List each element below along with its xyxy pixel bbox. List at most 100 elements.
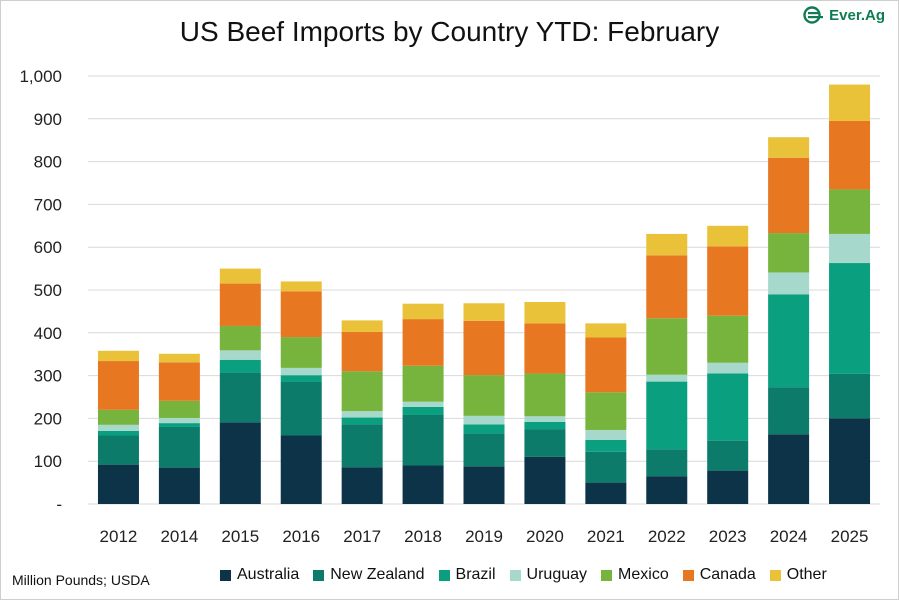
bar-segment-other xyxy=(646,233,688,256)
y-tick-label: 900 xyxy=(34,110,62,129)
legend-label: Canada xyxy=(699,566,756,583)
y-tick-label: 100 xyxy=(34,452,62,471)
bar-segment-brazil xyxy=(524,421,566,430)
brand-logo: Ever.Ag xyxy=(803,6,885,24)
legend-label: New Zealand xyxy=(330,566,425,583)
x-tick-label: 2019 xyxy=(465,527,503,546)
bar-segment-australia xyxy=(646,476,688,504)
bar-segment-new-zealand xyxy=(219,372,261,423)
legend-label: Mexico xyxy=(618,566,669,583)
bar-segment-uruguay xyxy=(707,362,749,374)
x-tick-label: 2020 xyxy=(526,527,564,546)
bar-segment-uruguay xyxy=(768,272,810,295)
bar-segment-australia xyxy=(707,470,749,504)
legend-item: Australia xyxy=(220,566,299,584)
legend-item: New Zealand xyxy=(313,566,425,584)
bar-segment-new-zealand xyxy=(402,414,444,466)
legend-item: Canada xyxy=(682,566,756,584)
legend-item: Uruguay xyxy=(509,566,587,584)
bar-segment-uruguay xyxy=(219,350,261,360)
bar-segment-canada xyxy=(585,337,627,393)
bar-segment-mexico xyxy=(402,365,444,402)
bar-segment-australia xyxy=(463,466,505,504)
bar-segment-other xyxy=(341,320,383,332)
source-note: Million Pounds; USDA xyxy=(12,572,150,588)
logo-icon xyxy=(803,6,824,24)
bar-segment-uruguay xyxy=(585,429,627,440)
bar-segment-brazil xyxy=(402,406,444,415)
bar-segment-mexico xyxy=(585,392,627,430)
legend-label: Other xyxy=(786,566,827,583)
legend-swatch xyxy=(220,569,231,581)
bar-segment-uruguay xyxy=(280,367,322,376)
y-tick-label: 1,000 xyxy=(19,67,62,86)
bar-segment-other xyxy=(707,225,749,247)
bar-segment-other xyxy=(463,303,505,321)
bar-segment-australia xyxy=(341,467,383,504)
bar-segment-other xyxy=(768,137,810,158)
bar-segment-canada xyxy=(707,246,749,316)
bar-segment-mexico xyxy=(158,400,200,418)
bar-segment-brazil xyxy=(585,439,627,452)
bar-segment-australia xyxy=(97,464,139,504)
bar-segment-other xyxy=(219,268,261,284)
x-tick-label: 2015 xyxy=(221,527,259,546)
bar-segment-other xyxy=(402,303,444,320)
bar-segment-canada xyxy=(829,120,871,190)
bar-segment-other xyxy=(585,323,627,338)
bar-segment-australia xyxy=(524,456,566,504)
legend-item: Brazil xyxy=(438,566,496,584)
bar-segment-new-zealand xyxy=(524,429,566,457)
bar-segment-canada xyxy=(97,361,139,410)
legend-swatch xyxy=(769,569,781,581)
bar-segment-new-zealand xyxy=(707,440,749,471)
bar-segment-brazil xyxy=(219,359,261,373)
bar-segment-mexico xyxy=(707,315,749,363)
legend-item: Other xyxy=(769,566,827,584)
bar-segment-mexico xyxy=(280,337,322,368)
bar-segment-uruguay xyxy=(158,417,200,424)
legend: Australia New Zealand Brazil Uruguay Mexico C… xyxy=(220,566,827,584)
legend-item: Mexico xyxy=(601,566,669,584)
bar-segment-brazil xyxy=(707,373,749,441)
bar-segment-brazil xyxy=(97,430,139,436)
x-tick-label: 2024 xyxy=(770,527,808,546)
legend-swatch xyxy=(682,569,694,581)
chart-title: US Beef Imports by Country YTD: February xyxy=(179,16,720,47)
bar-segment-mexico xyxy=(341,371,383,412)
legend-swatch xyxy=(313,569,325,581)
bar-segment-canada xyxy=(646,255,688,319)
bar-segment-mexico xyxy=(768,233,810,273)
y-tick-label: 700 xyxy=(34,195,62,214)
bar-segment-uruguay xyxy=(463,415,505,425)
bar-segment-canada xyxy=(158,362,200,401)
bar-segment-other xyxy=(97,350,139,362)
bar-segment-other xyxy=(158,353,200,363)
bar-segment-canada xyxy=(341,331,383,372)
bar-segment-canada xyxy=(463,320,505,376)
bar-segment-mexico xyxy=(219,325,261,351)
x-tick-label: 2012 xyxy=(100,527,138,546)
x-tick-label: 2021 xyxy=(587,527,625,546)
bar-segment-uruguay xyxy=(524,416,566,422)
bar-segment-other xyxy=(829,84,871,121)
bar-segment-new-zealand xyxy=(97,435,139,465)
bar-segment-uruguay xyxy=(829,233,871,264)
bar-segment-australia xyxy=(219,422,261,504)
x-tick-label: 2023 xyxy=(709,527,747,546)
bar-segment-new-zealand xyxy=(646,449,688,477)
legend-swatch xyxy=(438,569,450,581)
bar-segment-new-zealand xyxy=(158,426,200,468)
bar-segment-australia xyxy=(829,418,871,504)
bar-segment-mexico xyxy=(646,318,688,375)
bar-segment-brazil xyxy=(768,294,810,388)
bar-segment-brazil xyxy=(158,423,200,427)
bar-segment-new-zealand xyxy=(829,373,871,419)
x-tick-label: 2014 xyxy=(160,527,198,546)
bar-segment-new-zealand xyxy=(463,433,505,467)
bar-segment-mexico xyxy=(524,373,566,417)
legend-label: Brazil xyxy=(455,566,496,583)
bar-segment-australia xyxy=(280,435,322,504)
logo-text: Ever.Ag xyxy=(829,6,885,24)
